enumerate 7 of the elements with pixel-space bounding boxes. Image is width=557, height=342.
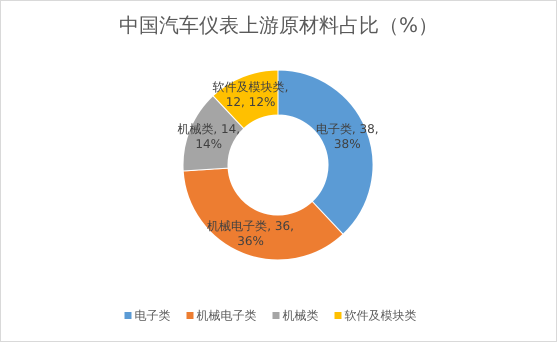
legend-label: 软件及模块类 [344, 308, 416, 322]
legend-label: 机械类 [282, 308, 318, 322]
chart-title: 中国汽车仪表上游原材料占比（%） [118, 13, 438, 37]
data-label: 软件及模块类, 12, 12% [212, 80, 288, 110]
legend-label: 电子类 [134, 308, 170, 322]
legend-label: 机械电子类 [196, 308, 256, 322]
data-label: 机械电子类, 36, 36% [207, 219, 294, 248]
